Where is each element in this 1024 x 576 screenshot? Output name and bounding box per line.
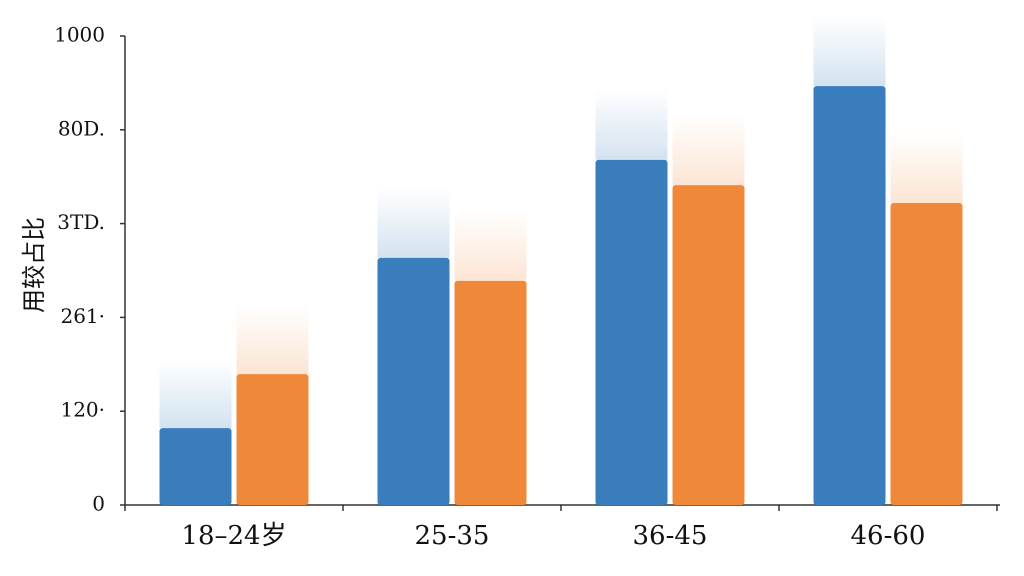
x-tick-label: 36-45 [633, 521, 708, 551]
bar-glow [159, 358, 232, 429]
y-tick-label: 261· [60, 304, 105, 328]
bar [890, 202, 963, 506]
bar-glow [236, 304, 309, 375]
bar [236, 374, 309, 505]
bar-glow [672, 115, 745, 186]
bar-glow [595, 89, 668, 160]
y-tick-label: 120· [60, 398, 105, 422]
y-tick-label: 0 [92, 492, 105, 516]
bar [454, 280, 527, 505]
y-tick-label: 80D. [58, 116, 105, 140]
y-tick-label: 3TD. [57, 210, 105, 234]
x-tick-label: 46-60 [851, 521, 926, 551]
x-tick-label: 25-35 [415, 521, 490, 551]
bar [159, 428, 232, 505]
bar [813, 86, 886, 506]
x-tick-label: 18–24岁 [181, 521, 286, 551]
y-tick-label: 1000 [54, 23, 105, 47]
bar-glow [454, 210, 527, 281]
bar [377, 257, 450, 505]
bar-glow [377, 187, 450, 258]
y-axis-label: 用较占比 [20, 217, 48, 313]
bar [595, 159, 668, 506]
bar [672, 185, 745, 505]
bar-glow [890, 132, 963, 203]
bar-glow [813, 16, 886, 87]
